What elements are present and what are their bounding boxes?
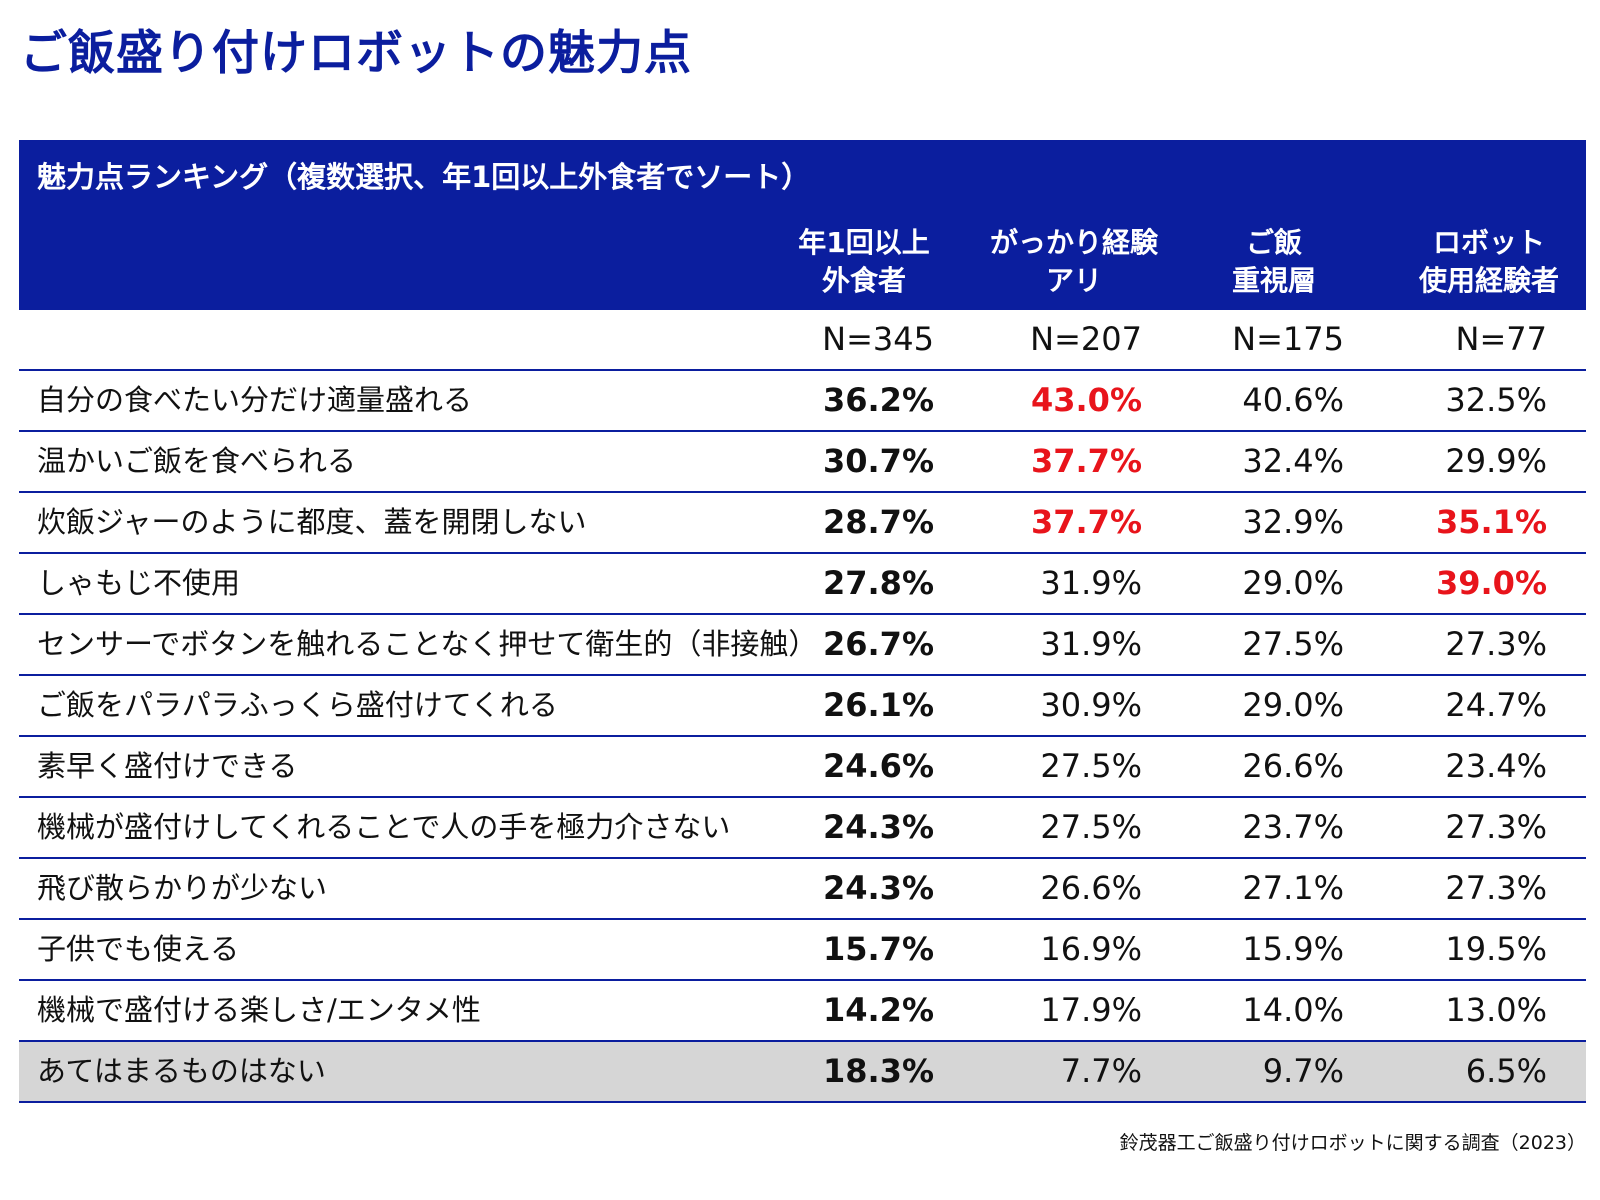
value-cell: 23.7% xyxy=(1242,808,1344,846)
column-header-robot-users: ロボット 使用経験者 xyxy=(1394,224,1584,300)
row-label: しゃもじ不使用 xyxy=(37,566,241,600)
row-label: 素早く盛付けできる xyxy=(37,749,298,783)
value-cell: 14.2% xyxy=(822,991,934,1029)
table-caption: 魅力点ランキング（複数選択、年1回以上外食者でソート） xyxy=(37,160,811,194)
value-cell: 27.8% xyxy=(822,564,934,602)
row-label: 飛び散らかりが少ない xyxy=(37,871,328,905)
value-cell: 9.7% xyxy=(1262,1052,1344,1090)
column-header-dine-out: 年1回以上 外食者 xyxy=(789,224,939,300)
table-row: 素早く盛付けできる 24.6% 27.5% 26.6% 23.4% xyxy=(19,737,1586,798)
column-header-rice-focused: ご飯 重視層 xyxy=(1199,224,1349,300)
value-cell-highlighted: 35.1% xyxy=(1435,503,1547,541)
value-cell: 27.3% xyxy=(1445,808,1547,846)
row-label: 機械で盛付ける楽しさ/エンタメ性 xyxy=(37,993,481,1027)
value-cell: 27.1% xyxy=(1242,869,1344,907)
value-cell: 24.6% xyxy=(822,747,934,785)
value-cell: 29.9% xyxy=(1445,442,1547,480)
column-header-line2: 外食者 xyxy=(821,264,906,297)
value-cell: 30.7% xyxy=(822,442,934,480)
value-cell: 27.5% xyxy=(1040,747,1142,785)
value-cell: 26.6% xyxy=(1242,747,1344,785)
value-cell: 24.3% xyxy=(822,869,934,907)
column-header-line1: ロボット xyxy=(1432,226,1545,259)
value-cell: 24.7% xyxy=(1445,686,1547,724)
value-cell: 14.0% xyxy=(1242,991,1344,1029)
table-row: しゃもじ不使用 27.8% 31.9% 29.0% 39.0% xyxy=(19,554,1586,615)
value-cell: 26.7% xyxy=(822,625,934,663)
sample-size-row: N=345 N=207 N=175 N=77 xyxy=(19,310,1586,371)
value-cell: 15.7% xyxy=(822,930,934,968)
table-row: 自分の食べたい分だけ適量盛れる 36.2% 43.0% 40.6% 32.5% xyxy=(19,371,1586,432)
value-cell: 31.9% xyxy=(1040,625,1142,663)
table-row: 炊飯ジャーのように都度、蓋を開閉しない 28.7% 37.7% 32.9% 35.1% xyxy=(19,493,1586,554)
row-label: 自分の食べたい分だけ適量盛れる xyxy=(37,383,473,417)
value-cell: 16.9% xyxy=(1040,930,1142,968)
value-cell: 27.3% xyxy=(1445,869,1547,907)
value-cell-highlighted: 39.0% xyxy=(1435,564,1547,602)
table-row: あてはまるものはない 18.3% 7.7% 9.7% 6.5% xyxy=(19,1042,1586,1103)
value-cell: 19.5% xyxy=(1445,930,1547,968)
column-header-disappointed: がっかり経験 アリ xyxy=(979,224,1169,300)
sample-size: N=345 xyxy=(822,320,934,358)
value-cell: 15.9% xyxy=(1242,930,1344,968)
value-cell: 32.9% xyxy=(1242,503,1344,541)
sample-size: N=175 xyxy=(1232,320,1344,358)
row-label: 子供でも使える xyxy=(37,932,240,966)
value-cell: 27.5% xyxy=(1242,625,1344,663)
table-row: 飛び散らかりが少ない 24.3% 26.6% 27.1% 27.3% xyxy=(19,859,1586,920)
sample-size: N=207 xyxy=(1030,320,1142,358)
table-row: 温かいご飯を食べられる 30.7% 37.7% 32.4% 29.9% xyxy=(19,432,1586,493)
ranking-table: 魅力点ランキング（複数選択、年1回以上外食者でソート） 年1回以上 外食者 がっ… xyxy=(19,140,1586,1103)
value-cell-highlighted: 37.7% xyxy=(1030,503,1142,541)
table-header: 魅力点ランキング（複数選択、年1回以上外食者でソート） 年1回以上 外食者 がっ… xyxy=(19,140,1586,310)
value-cell: 36.2% xyxy=(822,381,934,419)
table-row: 機械が盛付けしてくれることで人の手を極力介さない 24.3% 27.5% 23.7% 2… xyxy=(19,798,1586,859)
column-header-line2: 重視層 xyxy=(1231,264,1316,297)
row-label: 機械が盛付けしてくれることで人の手を極力介さない xyxy=(37,810,731,844)
sample-size: N=77 xyxy=(1455,320,1547,358)
value-cell: 23.4% xyxy=(1445,747,1547,785)
table-row: センサーでボタンを触れることなく押せて衛生的（非接触） 26.7% 31.9% 27.… xyxy=(19,615,1586,676)
row-label: 炊飯ジャーのように都度、蓋を開閉しない xyxy=(37,505,587,539)
table-body: 自分の食べたい分だけ適量盛れる 36.2% 43.0% 40.6% 32.5% 温かいご飯… xyxy=(19,371,1586,1103)
table-row: ご飯をパラパラふっくら盛付けてくれる 26.1% 30.9% 29.0% 24.7% xyxy=(19,676,1586,737)
value-cell: 7.7% xyxy=(1060,1052,1142,1090)
value-cell: 24.3% xyxy=(822,808,934,846)
column-header-line1: 年1回以上 xyxy=(798,226,930,259)
value-cell: 40.6% xyxy=(1242,381,1344,419)
value-cell: 18.3% xyxy=(822,1052,934,1090)
value-cell: 28.7% xyxy=(822,503,934,541)
value-cell: 32.4% xyxy=(1242,442,1344,480)
value-cell: 13.0% xyxy=(1445,991,1547,1029)
value-cell: 17.9% xyxy=(1040,991,1142,1029)
value-cell: 26.6% xyxy=(1040,869,1142,907)
page-title: ご飯盛り付けロボットの魅力点 xyxy=(20,26,692,81)
value-cell: 27.3% xyxy=(1445,625,1547,663)
table-row: 子供でも使える 15.7% 16.9% 15.9% 19.5% xyxy=(19,920,1586,981)
value-cell: 27.5% xyxy=(1040,808,1142,846)
value-cell: 31.9% xyxy=(1040,564,1142,602)
value-cell: 26.1% xyxy=(822,686,934,724)
row-label: 温かいご飯を食べられる xyxy=(37,444,357,478)
value-cell: 32.5% xyxy=(1445,381,1547,419)
value-cell: 30.9% xyxy=(1040,686,1142,724)
value-cell: 6.5% xyxy=(1465,1052,1547,1090)
row-label: ご飯をパラパラふっくら盛付けてくれる xyxy=(37,688,558,722)
column-header-line1: がっかり経験 xyxy=(989,226,1158,259)
column-header-line2: アリ xyxy=(1045,264,1102,297)
table-row: 機械で盛付ける楽しさ/エンタメ性 14.2% 17.9% 14.0% 13.0% xyxy=(19,981,1586,1042)
row-label: センサーでボタンを触れることなく押せて衛生的（非接触） xyxy=(37,627,818,661)
source-note: 鈴茂器工ご飯盛り付けロボットに関する調査（2023） xyxy=(1119,1132,1586,1154)
value-cell: 29.0% xyxy=(1242,564,1344,602)
value-cell-highlighted: 37.7% xyxy=(1030,442,1142,480)
value-cell: 29.0% xyxy=(1242,686,1344,724)
column-header-line2: 使用経験者 xyxy=(1418,264,1559,297)
column-header-line1: ご飯 xyxy=(1245,226,1302,259)
row-label: あてはまるものはない xyxy=(37,1054,326,1088)
value-cell-highlighted: 43.0% xyxy=(1030,381,1142,419)
